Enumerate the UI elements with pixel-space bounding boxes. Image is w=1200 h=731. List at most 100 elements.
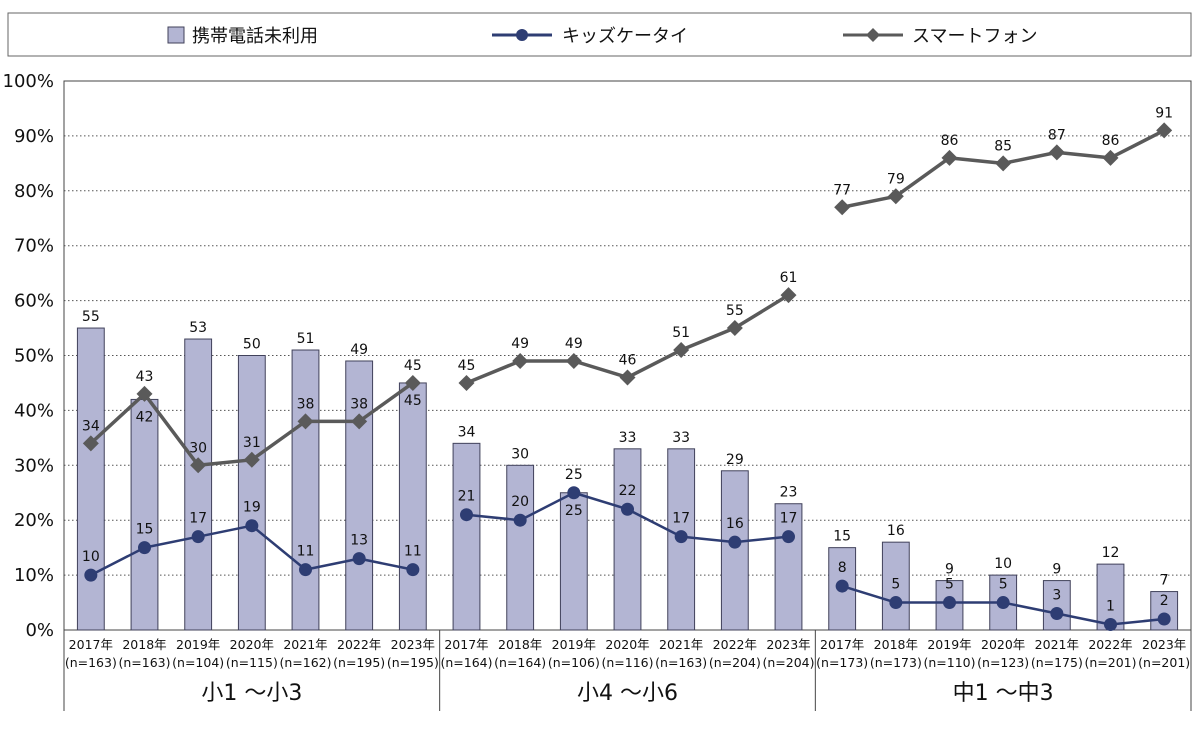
x-tick-year: 2022年 xyxy=(337,637,381,652)
kids-phone-point xyxy=(943,596,956,610)
kids-phone-point xyxy=(621,502,634,516)
kids-phone-value-label: 20 xyxy=(511,494,529,510)
x-tick-year: 2023年 xyxy=(1142,637,1186,652)
smartphone-value-label: 55 xyxy=(726,303,744,319)
legend-label-smartphone: スマートフォン xyxy=(912,26,1037,47)
bar-value-label: 45 xyxy=(404,393,422,409)
smartphone-point xyxy=(780,287,797,304)
kids-phone-point xyxy=(835,579,849,593)
bar-value-label: 15 xyxy=(833,529,851,545)
bar xyxy=(130,398,159,631)
x-axis: 2017年 (n=163) 2018年 (n=163) 2019年 (n=104) 2020… xyxy=(63,630,1192,711)
smartphone-point xyxy=(136,385,153,402)
kids-phone-value-label: 16 xyxy=(726,516,744,532)
bar-value-label: 51 xyxy=(297,331,315,347)
smartphone-value-label: 45 xyxy=(404,358,422,374)
bar-value-label: 12 xyxy=(1102,545,1120,561)
x-tick-year: 2022年 xyxy=(1088,637,1132,652)
y-tick-label: 20% xyxy=(14,510,54,531)
smartphone-point xyxy=(404,374,421,391)
kids-phone-point xyxy=(352,552,366,566)
x-tick-year: 2021年 xyxy=(659,637,703,652)
kids-phone-value-label: 11 xyxy=(404,544,422,560)
smartphone-value-label: 45 xyxy=(458,358,476,374)
kids-phone-point xyxy=(84,568,98,582)
bar xyxy=(881,541,910,631)
smartphone-point xyxy=(512,352,529,369)
bar-value-label: 34 xyxy=(458,424,476,440)
smartphone-point xyxy=(243,451,260,468)
y-tick-label: 70% xyxy=(14,236,54,257)
kids-phone-value-label: 5 xyxy=(999,577,1008,593)
y-axis: 0% 10% 20% 30% 40% 50% 60% 70% 80% 90% 100% xyxy=(3,71,54,641)
kids-phone-value-label: 13 xyxy=(350,533,368,549)
smartphone-point xyxy=(458,374,475,391)
x-tick-n: (n=163) xyxy=(65,655,117,670)
x-tick-n: (n=201) xyxy=(1138,655,1190,670)
x-tick-year: 2017年 xyxy=(69,637,113,652)
smartphone-value-label: 61 xyxy=(780,270,798,286)
x-tick-n: (n=175) xyxy=(1031,655,1083,670)
legend-marker-kids xyxy=(516,29,528,41)
legend-label-kids: キッズケータイ xyxy=(562,26,688,47)
smartphone-value-label: 43 xyxy=(136,369,154,385)
bar xyxy=(237,355,266,631)
smartphone-value-label: 34 xyxy=(82,418,100,434)
x-tick-n: (n=106) xyxy=(548,655,600,670)
smartphone-value-label: 38 xyxy=(350,396,368,412)
bar-value-label: 50 xyxy=(243,337,261,353)
smartphone-point xyxy=(941,149,958,166)
smartphone-point xyxy=(1156,122,1173,139)
legend-swatch-bar xyxy=(167,26,185,44)
bar-value-label: 16 xyxy=(887,523,905,539)
bar xyxy=(452,442,481,631)
bar-value-label: 33 xyxy=(672,430,690,446)
kids-phone-point xyxy=(460,508,473,522)
x-tick-n: (n=116) xyxy=(601,655,653,670)
bar-value-label: 55 xyxy=(82,309,100,325)
kids-phone-value-label: 5 xyxy=(945,577,954,593)
kids-phone-point xyxy=(513,513,527,527)
smartphone-value-label: 91 xyxy=(1155,105,1173,121)
y-tick-label: 60% xyxy=(14,291,54,312)
bar-value-label: 29 xyxy=(726,452,744,468)
bar xyxy=(291,349,320,631)
smartphone-value-label: 38 xyxy=(297,396,315,412)
smartphone-value-label: 85 xyxy=(994,138,1012,154)
legend-marker-smartphone xyxy=(866,28,880,42)
smartphone-point xyxy=(351,413,368,430)
bar xyxy=(184,338,213,631)
x-tick-year: 2018年 xyxy=(498,637,542,652)
y-tick-label: 0% xyxy=(25,620,54,641)
bar xyxy=(720,470,749,631)
smartphone-value-label: 49 xyxy=(565,336,583,352)
x-tick-n: (n=162) xyxy=(279,655,331,670)
bar xyxy=(613,448,642,631)
x-tick-n: (n=104) xyxy=(172,655,224,670)
smartphone-point xyxy=(726,320,743,337)
bar-value-label: 33 xyxy=(619,430,637,446)
x-tick-n: (n=201) xyxy=(1084,655,1136,670)
kids-phone-point xyxy=(782,530,795,544)
smartphone-point xyxy=(887,188,904,205)
bar-value-label: 23 xyxy=(780,485,798,501)
x-tick-year: 2020年 xyxy=(230,637,274,652)
group-label: 中1 ～中3 xyxy=(953,681,1054,706)
kids-phone-value-label: 22 xyxy=(619,483,637,499)
x-tick-n: (n=163) xyxy=(118,655,170,670)
bar-value-label: 30 xyxy=(511,446,529,462)
x-tick-n: (n=204) xyxy=(709,655,761,670)
bar-value-label: 49 xyxy=(350,342,368,358)
smartphone-point xyxy=(995,155,1012,172)
y-tick-label: 30% xyxy=(14,455,54,476)
x-tick-year: 2020年 xyxy=(981,637,1025,652)
y-tick-label: 50% xyxy=(14,346,54,367)
bar xyxy=(1042,580,1071,631)
kids-phone-value-label: 11 xyxy=(297,544,315,560)
y-tick-label: 10% xyxy=(14,565,54,586)
smartphone-point xyxy=(834,199,851,216)
kids-phone-point xyxy=(1104,618,1117,632)
smartphone-value-label: 46 xyxy=(619,352,637,368)
kids-phone-value-label: 2 xyxy=(1160,593,1169,609)
